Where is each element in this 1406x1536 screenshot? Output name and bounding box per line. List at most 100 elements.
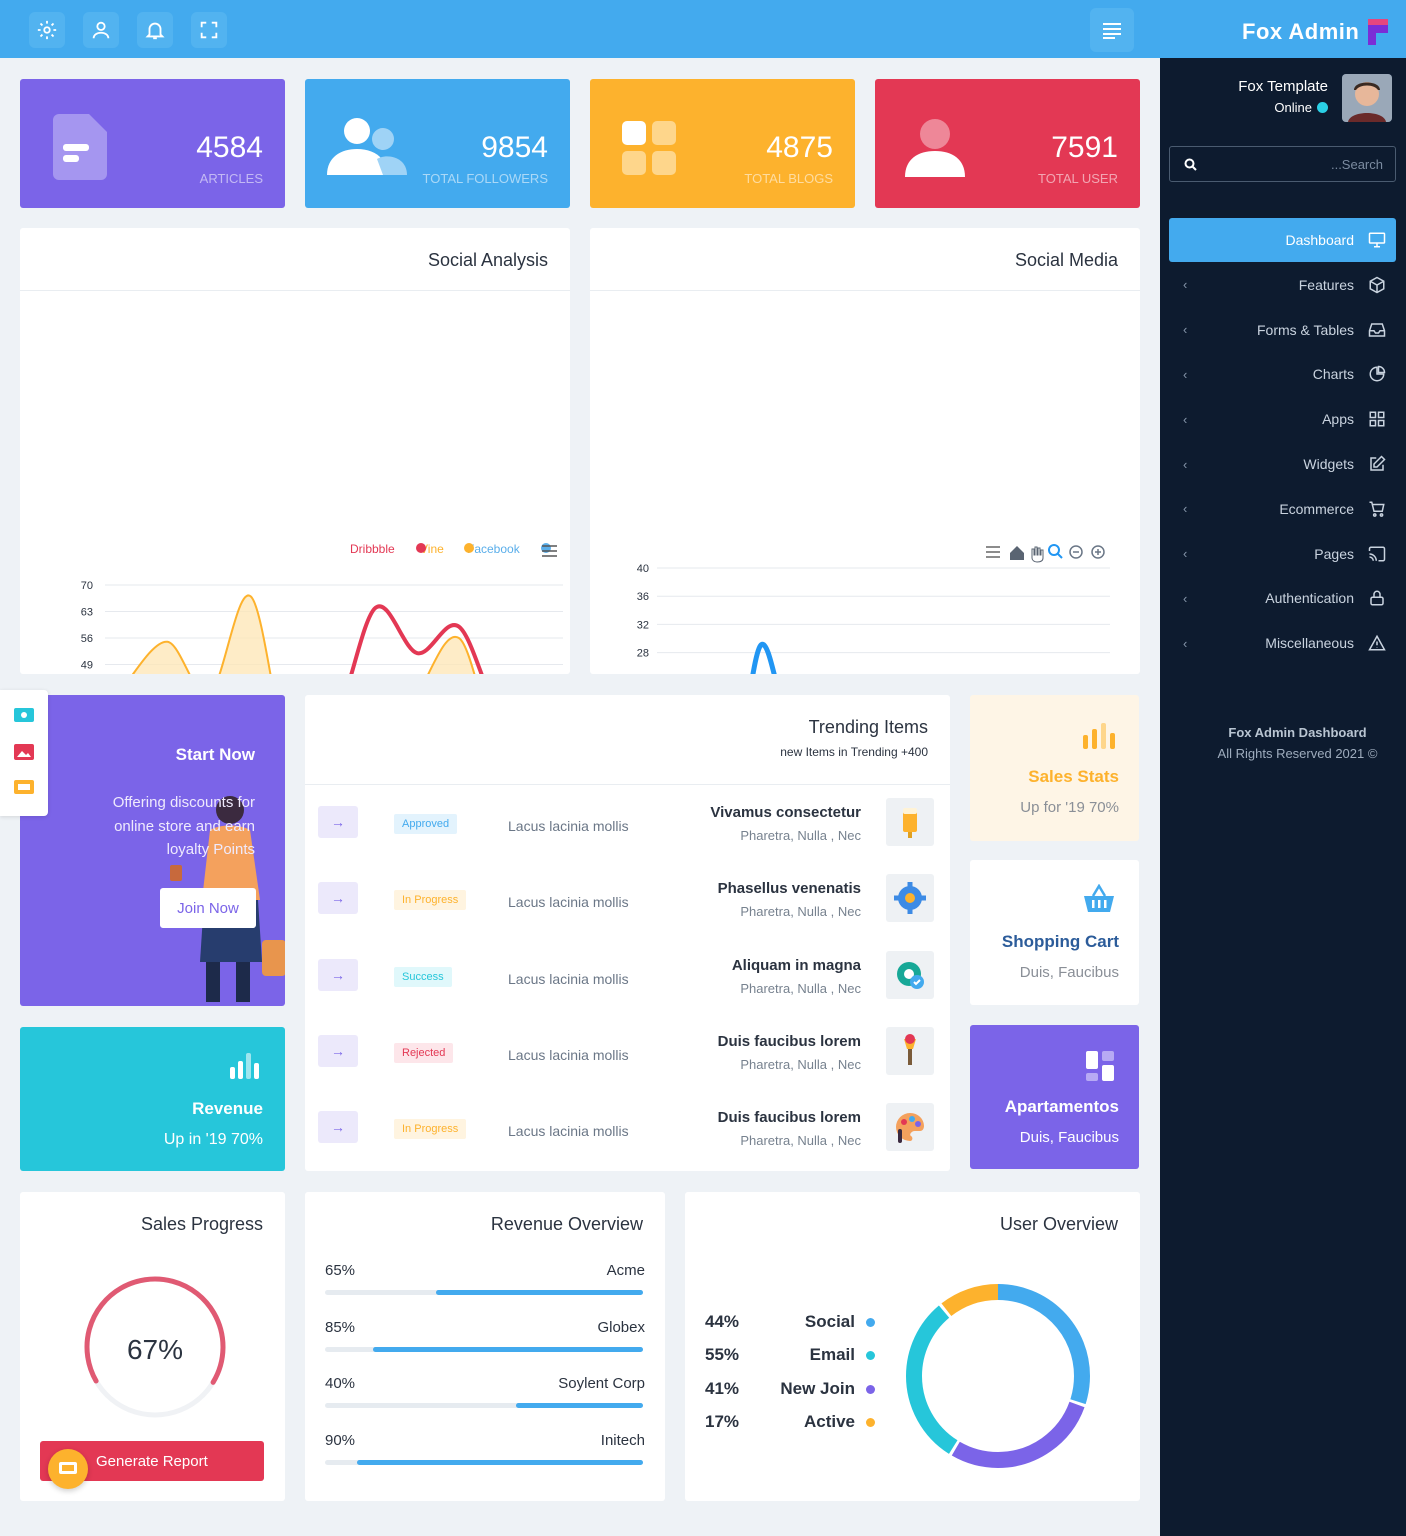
card-title: Trending Items xyxy=(808,717,928,737)
trending-row[interactable]: → In Progress Lacus lacinia mollis Duis … xyxy=(318,1103,938,1153)
user-overview-row: 44% Social xyxy=(705,1312,875,1336)
stat-label: TOTAL USER xyxy=(1038,171,1118,186)
sidebar-item-label: Charts xyxy=(1312,366,1354,383)
bar-chart-icon xyxy=(230,1053,259,1079)
sidebar-item-label: Forms & Tables xyxy=(1257,321,1354,338)
sidebar-item-forms-tables[interactable]: ‹ Forms & Tables xyxy=(1169,308,1396,352)
image-icon[interactable] xyxy=(14,744,34,760)
card-title: Revenue Overview xyxy=(490,1214,643,1234)
stat-value: 4875 xyxy=(766,131,833,164)
pan-icon[interactable] xyxy=(1031,546,1044,563)
brand-logo[interactable]: Fox Admin xyxy=(1242,17,1391,47)
y-tick-label: 49 xyxy=(81,660,93,672)
divider xyxy=(590,290,1140,291)
sidebar-item-label: Miscellaneous xyxy=(1265,635,1354,652)
arrow-right-icon[interactable]: → xyxy=(318,1111,358,1144)
sidebar-item-pages[interactable]: ‹ Pages xyxy=(1169,532,1396,576)
arrow-right-icon[interactable]: → xyxy=(318,958,358,991)
y-tick-label: 56 xyxy=(81,633,93,645)
stat-value: 4584 xyxy=(196,131,263,164)
join-now-button[interactable]: Join Now xyxy=(160,888,256,928)
search-icon xyxy=(1184,158,1197,171)
legend-dot xyxy=(866,1351,875,1361)
pie-icon xyxy=(1369,366,1386,382)
chat-icon[interactable] xyxy=(14,780,34,796)
status-badge: In Progress xyxy=(394,890,467,911)
trending-row[interactable]: → In Progress Lacus lacinia mollis Phase… xyxy=(318,874,938,924)
sidebar-item-ecommerce[interactable]: ‹ Ecommerce xyxy=(1169,487,1396,531)
menu-icon[interactable] xyxy=(986,546,1000,558)
trending-desc: Lacus lacinia mollis xyxy=(508,818,629,834)
sidebar-item-widgets[interactable]: ‹ Widgets xyxy=(1169,442,1396,486)
arrow-right-icon[interactable]: → xyxy=(318,882,358,915)
trending-row[interactable]: → Success Lacus lacinia mollis Aliquam i… xyxy=(318,950,938,1001)
user-overview-pct: 17% xyxy=(705,1411,740,1431)
apartamentos-title: Apartamentos xyxy=(1004,1097,1119,1116)
legend-marker xyxy=(464,543,474,553)
user-overview-pct: 44% xyxy=(705,1312,740,1331)
chart-menu-icon[interactable] xyxy=(542,545,557,557)
zoom-plus-icon[interactable] xyxy=(1091,545,1105,559)
start-now-card: Start Now Offering discounts for online … xyxy=(20,695,285,1006)
series-line-vine xyxy=(131,594,476,674)
revenue-pct: 90% xyxy=(325,1432,356,1450)
trending-thumb xyxy=(886,1026,934,1075)
brand-name: Fox Admin xyxy=(1242,19,1360,44)
sidebar-item-miscellaneous[interactable]: ‹ Miscellaneous xyxy=(1169,621,1396,665)
trending-desc: Lacus lacinia mollis xyxy=(508,894,629,911)
trending-row[interactable]: → Approved Lacus lacinia mollis Vivamus … xyxy=(318,798,938,848)
sales-stats-card[interactable]: Sales Stats Up for '19 70% xyxy=(970,695,1139,841)
stat-card-users[interactable]: 7591 TOTAL USER xyxy=(875,79,1140,208)
revenue-pct: 40% xyxy=(325,1375,356,1393)
chat-fab[interactable] xyxy=(48,1449,88,1489)
menu-lines-icon[interactable] xyxy=(1090,8,1134,52)
beer-icon xyxy=(903,808,917,838)
torch-icon xyxy=(904,1033,916,1065)
chevron-left-icon: ‹ xyxy=(1183,411,1188,427)
trending-sub: Pharetra, Nulla , Nec xyxy=(740,1056,861,1072)
stat-card-articles[interactable]: 4584 ARTICLES xyxy=(20,79,285,208)
status-badge: Success xyxy=(394,966,452,987)
arrow-right-icon[interactable]: → xyxy=(318,1034,358,1067)
search-placeholder: ...Search xyxy=(1330,157,1383,172)
series-line-dribbble xyxy=(349,604,484,674)
trending-row[interactable]: → Rejected Lacus lacinia mollis Duis fau… xyxy=(318,1026,938,1077)
bell-icon[interactable] xyxy=(137,12,173,48)
shopping-cart-card[interactable]: Shopping Cart Duis, Faucibus xyxy=(970,860,1139,1005)
sidebar-footer: Fox Admin Dashboard All Rights Reserved … xyxy=(1210,722,1385,764)
user-icon[interactable] xyxy=(83,12,119,48)
arrow-right-icon[interactable]: → xyxy=(318,806,358,838)
sidebar-item-charts[interactable]: ‹ Charts xyxy=(1169,352,1396,396)
avatar[interactable] xyxy=(1342,74,1392,122)
stat-label: TOTAL BLOGS xyxy=(744,171,833,186)
user-status-text: Online xyxy=(1274,100,1312,115)
progress-ring-fill xyxy=(84,1276,226,1418)
user-overview-name: Active xyxy=(803,1411,855,1431)
apartamentos-card[interactable]: Apartamentos Duis, Faucibus xyxy=(970,1025,1139,1169)
revenue-subtitle: Up in '19 70% xyxy=(163,1131,263,1148)
lock-icon xyxy=(1370,590,1384,606)
home-icon[interactable] xyxy=(1010,546,1024,560)
inbox-icon xyxy=(1368,322,1386,337)
gear-icon[interactable] xyxy=(29,12,65,48)
zoom-minus-icon[interactable] xyxy=(1069,545,1083,559)
progress-fill xyxy=(436,1290,643,1295)
sidebar-item-features[interactable]: ‹ Features xyxy=(1169,263,1396,307)
sidebar-item-dashboard[interactable]: Dashboard xyxy=(1169,218,1396,262)
zoom-in-icon[interactable] xyxy=(1048,544,1063,559)
revenue-tile[interactable]: Revenue Up in '19 70% xyxy=(20,1027,285,1171)
stat-label: ARTICLES xyxy=(199,171,263,186)
stat-label: TOTAL FOLLOWERS xyxy=(422,171,548,186)
sidebar-item-authentication[interactable]: ‹ Authentication xyxy=(1169,576,1396,620)
y-tick-label: 28 xyxy=(637,648,649,660)
fullscreen-icon[interactable] xyxy=(191,12,227,48)
trending-thumb xyxy=(886,1103,934,1152)
sidebar-item-apps[interactable]: ‹ Apps xyxy=(1169,397,1396,441)
sidebar-item-label: Pages xyxy=(1314,545,1354,562)
trending-desc: Lacus lacinia mollis xyxy=(508,1046,629,1063)
stat-card-blogs[interactable]: 4875 TOTAL BLOGS xyxy=(590,79,855,208)
progress-fill xyxy=(515,1403,643,1409)
stat-card-followers[interactable]: 9854 TOTAL FOLLOWERS xyxy=(305,79,570,208)
search-input[interactable]: ...Search xyxy=(1169,146,1396,182)
cash-icon[interactable] xyxy=(14,708,34,722)
